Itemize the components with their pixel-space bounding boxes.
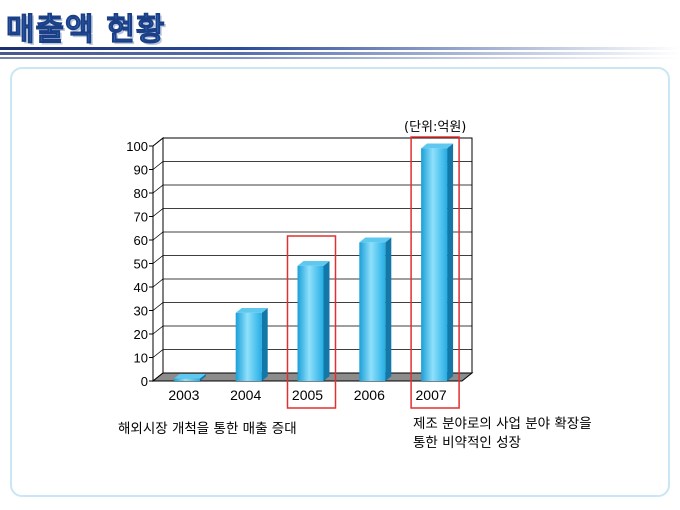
highlight-box: [286, 235, 337, 409]
page-title: 매출액 현황: [5, 12, 166, 49]
y-tick-label: 60: [134, 233, 148, 248]
bar-side: [199, 373, 206, 381]
y-tick-label: 80: [134, 186, 148, 201]
bar-top: [359, 237, 392, 243]
annotation-right-line1: 제조 분야로의 사업 분야 확장을: [413, 416, 592, 432]
bar: [235, 312, 262, 381]
bar-side: [323, 261, 330, 381]
annotation-right: 제조 분야로의 사업 분야 확장을 통한 비약적인 성장: [413, 415, 592, 453]
bar-top: [173, 373, 206, 379]
bar-top: [297, 261, 330, 266]
gridline: [152, 137, 472, 147]
y-tick-label: 100: [126, 139, 148, 154]
highlight-box: [410, 136, 460, 409]
x-tick-label: 2003: [168, 387, 199, 403]
bar-top: [235, 308, 268, 313]
y-tick-label: 40: [134, 280, 148, 295]
gridline: [152, 231, 472, 241]
x-tick-label: 2004: [230, 387, 261, 403]
bar: [421, 148, 448, 381]
annotation-left: 해외시장 개척을 통한 매출 증대: [118, 421, 297, 437]
annotation-right-line2: 통한 비약적인 성장: [413, 435, 521, 451]
y-tick-label: 20: [134, 327, 148, 342]
y-tick-label: 0: [141, 374, 148, 389]
y-tick-label: 70: [134, 210, 148, 225]
y-tick-label: 30: [134, 304, 148, 319]
unit-label: (단위:억원): [404, 120, 467, 135]
bar-side: [447, 143, 454, 381]
y-tick-label: 10: [134, 351, 148, 366]
y-tick-label: 50: [134, 257, 148, 272]
title-divider: [0, 47, 680, 59]
bar-top: [421, 143, 454, 149]
bar: [297, 265, 324, 381]
gridline: [152, 161, 472, 170]
bar-side: [385, 237, 392, 381]
gridline: [152, 184, 472, 194]
x-tick-label: 2005: [292, 387, 323, 403]
y-tick-label: 90: [134, 163, 148, 178]
bar: [359, 242, 386, 381]
gridline: [152, 208, 472, 217]
bar-side: [261, 308, 268, 381]
x-tick-label: 2007: [416, 387, 447, 403]
bar: [173, 378, 200, 381]
x-tick-label: 2006: [354, 387, 385, 403]
